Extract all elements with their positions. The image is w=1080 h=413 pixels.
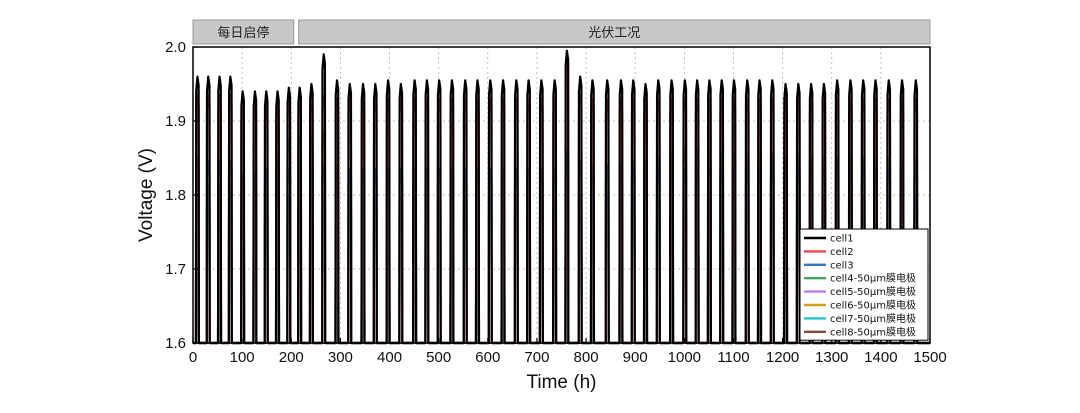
phase-band-label: 光伏工况	[588, 26, 640, 41]
legend-label: cell3	[830, 260, 854, 271]
x-tick-label: 100	[230, 349, 255, 366]
x-tick-label: 0	[189, 349, 197, 366]
legend-label: cell4-50μm膜电极	[830, 272, 916, 285]
x-tick-label: 500	[426, 349, 451, 366]
axis-ticks: 0 100 200 300 400 500 600 700 800 900 1000 1100 1200…	[165, 39, 947, 366]
legend-label: cell8-50μm膜电极	[830, 325, 916, 338]
x-tick-label: 1200	[766, 349, 799, 366]
x-axis-title: Time (h)	[526, 372, 596, 393]
x-tick-label: 300	[328, 349, 353, 366]
x-tick-label: 800	[574, 349, 599, 366]
x-tick-label: 1100	[717, 349, 749, 366]
x-tick-label: 1400	[864, 349, 897, 366]
phase-band-label: 每日启停	[217, 25, 269, 41]
x-tick-label: 1500	[913, 349, 946, 366]
legend-label: cell7-50μm膜电极	[830, 312, 916, 325]
legend: cell1 cell2 cell3cell4-50μm膜电极cell5-50μm膜电…	[799, 228, 929, 341]
y-axis-title: Voltage (V)	[136, 148, 157, 242]
legend-label: cell2	[830, 247, 854, 258]
x-tick-label: 200	[279, 349, 304, 366]
y-tick-label: 2.0	[165, 39, 186, 56]
y-tick-label: 1.9	[165, 113, 186, 130]
legend-label: cell6-50μm膜电极	[830, 299, 916, 312]
x-tick-label: 700	[524, 349, 549, 366]
x-tick-label: 1300	[815, 349, 848, 366]
y-tick-label: 1.8	[165, 187, 186, 204]
x-tick-label: 900	[623, 349, 648, 366]
legend-label: cell1	[830, 234, 854, 245]
x-tick-label: 1000	[668, 349, 701, 366]
legend-label: cell5-50μm膜电极	[830, 285, 916, 298]
legend-box	[799, 228, 929, 341]
x-tick-label: 600	[475, 349, 500, 366]
phase-band	[192, 19, 295, 45]
phase-bands: 每日启停 光伏工况	[192, 19, 931, 45]
y-tick-label: 1.7	[165, 261, 186, 278]
y-tick-label: 1.6	[165, 335, 186, 352]
x-tick-label: 400	[377, 349, 402, 366]
phase-band	[298, 19, 931, 45]
